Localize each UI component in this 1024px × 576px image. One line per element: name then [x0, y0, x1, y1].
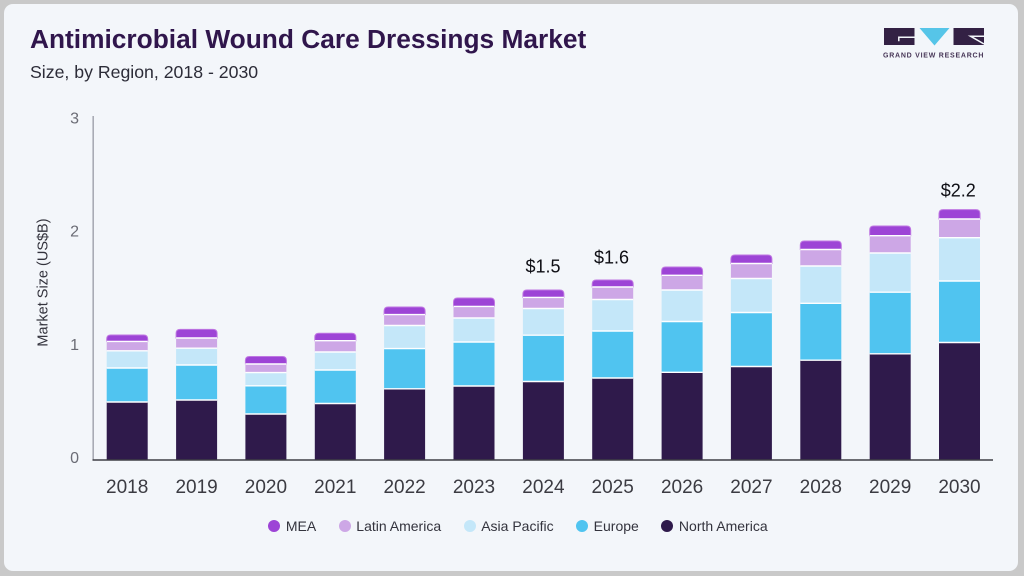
svg-text:2020: 2020: [245, 477, 287, 498]
svg-text:0: 0: [70, 450, 79, 467]
svg-text:2021: 2021: [314, 477, 356, 498]
svg-text:2025: 2025: [592, 477, 634, 498]
svg-text:2019: 2019: [175, 477, 217, 498]
svg-text:Market Size (US$B): Market Size (US$B): [35, 218, 51, 346]
svg-text:$1.6: $1.6: [594, 248, 629, 268]
svg-text:2028: 2028: [800, 477, 842, 498]
svg-text:3: 3: [70, 110, 79, 127]
svg-text:2024: 2024: [522, 477, 565, 498]
svg-text:2018: 2018: [106, 477, 148, 498]
svg-text:$2.2: $2.2: [941, 181, 976, 201]
svg-text:2023: 2023: [453, 477, 495, 498]
svg-text:2: 2: [70, 224, 79, 241]
svg-text:2030: 2030: [938, 477, 980, 498]
svg-text:2027: 2027: [730, 477, 772, 498]
svg-text:2029: 2029: [869, 477, 911, 498]
svg-text:2026: 2026: [661, 477, 703, 498]
svg-text:2022: 2022: [383, 477, 425, 498]
svg-text:$1.5: $1.5: [525, 257, 560, 277]
svg-text:1: 1: [70, 337, 79, 354]
svg-text:GRAND VIEW RESEARCH: GRAND VIEW RESEARCH: [883, 53, 984, 60]
